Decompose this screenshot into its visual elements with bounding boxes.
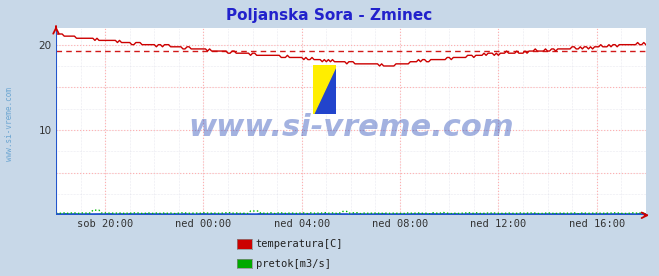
Polygon shape — [313, 65, 336, 114]
Text: Poljanska Sora - Zminec: Poljanska Sora - Zminec — [227, 8, 432, 23]
Text: temperatura[C]: temperatura[C] — [256, 239, 343, 249]
Text: www.si-vreme.com: www.si-vreme.com — [188, 113, 514, 142]
Polygon shape — [313, 65, 336, 114]
Text: www.si-vreme.com: www.si-vreme.com — [5, 87, 14, 161]
Text: pretok[m3/s]: pretok[m3/s] — [256, 259, 331, 269]
